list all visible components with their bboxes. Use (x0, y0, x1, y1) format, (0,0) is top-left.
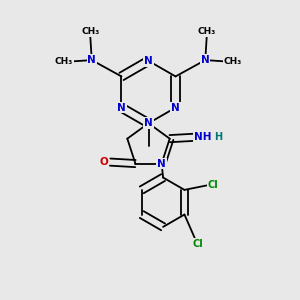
Text: O: O (100, 157, 109, 167)
Text: N: N (157, 159, 166, 169)
Text: CH₃: CH₃ (81, 27, 99, 36)
Text: H: H (214, 132, 222, 142)
Text: CH₃: CH₃ (55, 57, 73, 66)
Text: N: N (87, 55, 96, 65)
Text: Cl: Cl (208, 180, 219, 190)
Text: Cl: Cl (193, 239, 203, 249)
Text: N: N (201, 55, 210, 65)
Text: N: N (117, 103, 126, 112)
Text: CH₃: CH₃ (224, 57, 242, 66)
Text: CH₃: CH₃ (198, 27, 216, 36)
Text: N: N (171, 103, 180, 112)
Text: NH: NH (194, 132, 211, 142)
Text: N: N (144, 56, 153, 66)
Text: N: N (144, 118, 153, 128)
